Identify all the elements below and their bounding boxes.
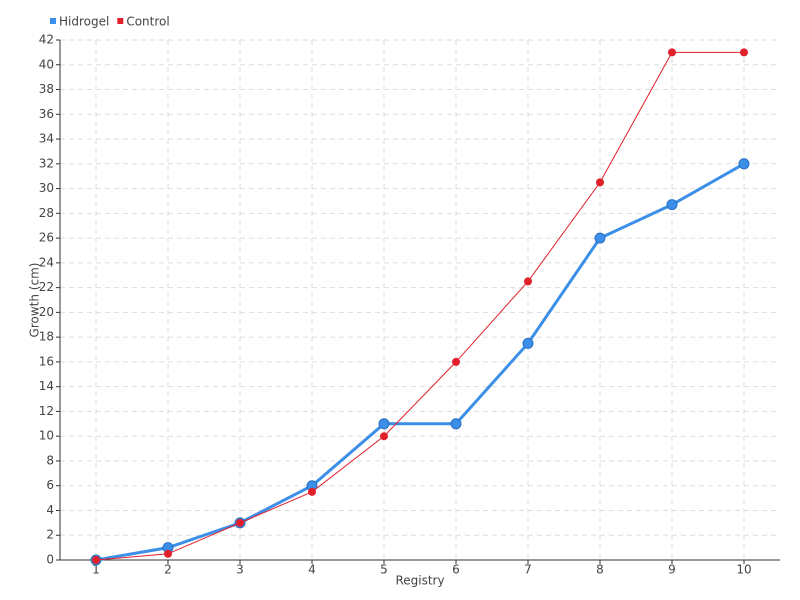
y-tick-label: 26 — [39, 231, 54, 245]
point — [738, 158, 750, 170]
y-tick-label: 30 — [39, 181, 54, 195]
point — [308, 487, 316, 496]
y-tick-label: 8 — [46, 453, 54, 467]
y-tick-label: 34 — [39, 132, 54, 146]
x-tick-label: 2 — [164, 563, 172, 577]
point — [522, 337, 534, 349]
series-line — [95, 51, 744, 561]
x-tick-label: 9 — [668, 563, 676, 577]
x-axis-title: Registry — [395, 574, 444, 588]
point — [164, 549, 172, 558]
y-tick-label: 18 — [39, 330, 54, 344]
y-tick-label: 4 — [46, 503, 54, 517]
x-tick-label: 3 — [236, 563, 244, 577]
y-tick-label: 40 — [39, 57, 54, 71]
x-tick-label: 7 — [524, 563, 532, 577]
x-tick-label: 4 — [308, 563, 316, 577]
point — [666, 199, 678, 211]
y-tick-label: 28 — [39, 206, 54, 220]
series-line — [95, 162, 745, 562]
point — [594, 232, 606, 244]
point — [92, 556, 100, 564]
legend-swatch — [117, 18, 124, 24]
y-tick-label: 22 — [39, 280, 54, 294]
y-axis-title: Growth (cm) — [28, 263, 42, 338]
y-tick-label: 20 — [39, 305, 54, 319]
point — [452, 357, 460, 366]
point — [378, 418, 390, 430]
x-tick-label: 5 — [380, 563, 388, 577]
y-tick-label: 32 — [39, 156, 54, 170]
x-tick-label: 1 — [92, 563, 100, 577]
legend-swatch — [50, 18, 56, 24]
y-tick-label: 14 — [39, 379, 54, 393]
y-tick-label: 38 — [39, 82, 54, 96]
x-tick-label: 8 — [596, 563, 604, 577]
point — [380, 432, 388, 441]
y-tick-label: 0 — [46, 553, 54, 567]
y-tick-label: 42 — [39, 33, 54, 47]
y-tick-label: 12 — [39, 404, 54, 418]
x-tick-label: 6 — [452, 563, 460, 577]
y-tick-label: 6 — [46, 478, 54, 492]
point — [740, 48, 748, 57]
point — [450, 418, 462, 430]
point — [668, 48, 676, 57]
y-tick-label: 24 — [39, 255, 54, 269]
y-tick-label: 16 — [39, 354, 54, 368]
x-tick-label: 10 — [736, 563, 751, 577]
point — [236, 518, 244, 527]
legend-label: Control — [126, 15, 169, 29]
legend-label: Hidrogel — [59, 15, 109, 29]
point — [524, 277, 532, 286]
y-tick-label: 36 — [39, 107, 54, 121]
y-tick-label: 10 — [39, 429, 54, 443]
y-tick-label: 2 — [46, 528, 54, 542]
point — [596, 178, 604, 187]
